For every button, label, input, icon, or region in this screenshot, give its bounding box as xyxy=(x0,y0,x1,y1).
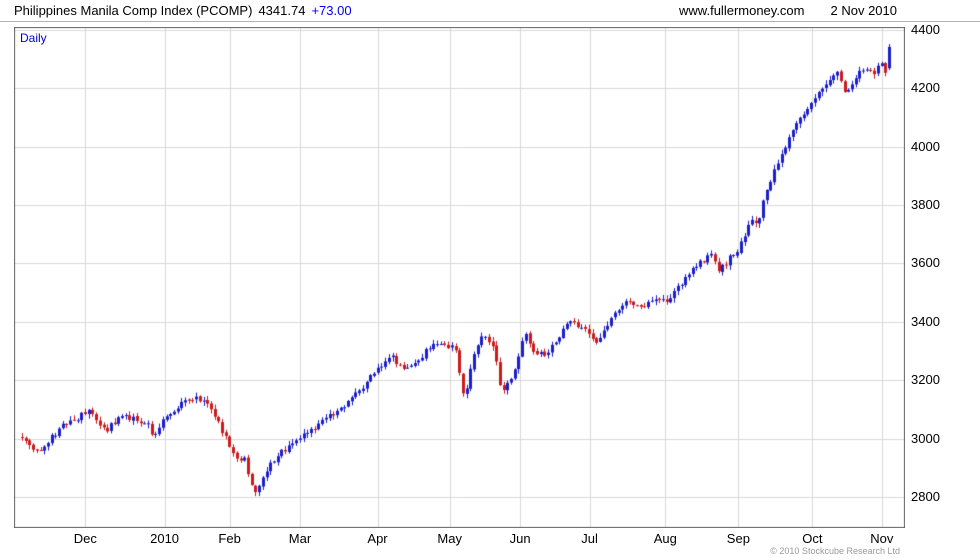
x-axis-label: Sep xyxy=(726,531,750,546)
instrument-title-group: Philippines Manila Comp Index (PCOMP) 43… xyxy=(14,0,352,22)
x-axis-label: Aug xyxy=(653,531,677,546)
x-axis-label: Oct xyxy=(802,531,823,546)
y-axis-label: 4000 xyxy=(911,138,940,154)
date-text: 2 Nov 2010 xyxy=(830,2,898,18)
y-axis-label: 4200 xyxy=(911,80,940,96)
y-axis-label: 4400 xyxy=(911,21,940,37)
y-axis-label: 3600 xyxy=(911,255,940,271)
header-right-group: www.fullermoney.com 2 Nov 2010 xyxy=(679,0,897,22)
instrument-title: Philippines Manila Comp Index (PCOMP) xyxy=(14,2,253,18)
x-axis-label: 2010 xyxy=(150,531,180,546)
copyright-text: © 2010 Stockcube Research Ltd xyxy=(770,546,900,556)
frequency-label: Daily xyxy=(20,31,47,45)
x-axis-label: Nov xyxy=(870,531,894,546)
price-chart-canvas xyxy=(14,27,905,528)
x-axis-label: Feb xyxy=(218,531,241,546)
y-axis-label: 3800 xyxy=(911,197,940,213)
x-axis-label: Dec xyxy=(73,531,97,546)
y-axis-label: 3200 xyxy=(911,372,940,388)
chart-header: Philippines Manila Comp Index (PCOMP) 43… xyxy=(0,0,980,22)
x-axis-label: Jul xyxy=(581,531,598,546)
y-axis-label: 3000 xyxy=(911,430,940,446)
x-axis-label: Mar xyxy=(288,531,312,546)
x-axis-label: Apr xyxy=(367,531,388,546)
x-axis-label: Jun xyxy=(509,531,531,546)
website-text: www.fullermoney.com xyxy=(679,2,805,18)
y-axis-label: 3400 xyxy=(911,313,940,329)
change-value: +73.00 xyxy=(311,2,352,18)
y-axis-label: 2800 xyxy=(911,489,940,505)
last-value: 4341.74 xyxy=(258,2,306,18)
x-axis-label: May xyxy=(437,531,462,546)
